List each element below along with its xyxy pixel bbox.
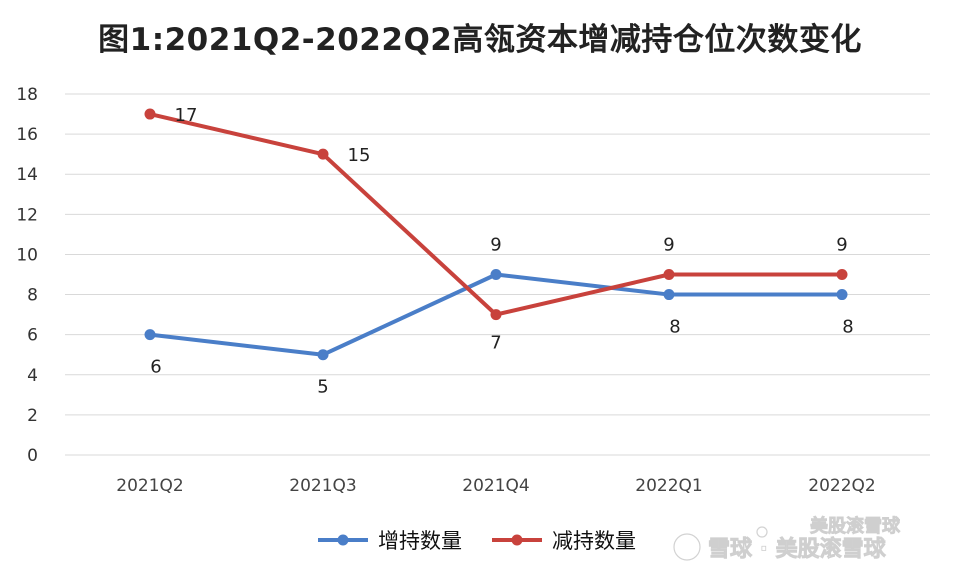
x-tick-label: 2022Q1 <box>635 476 702 496</box>
legend-item: 减持数量 <box>492 529 636 553</box>
data-label: 9 <box>836 235 847 256</box>
data-point <box>144 108 156 120</box>
watermark-text-top: 美股滚雪球 <box>810 515 901 537</box>
data-label: 17 <box>175 105 198 126</box>
legend-label: 减持数量 <box>552 529 636 553</box>
x-tick-label: 2022Q2 <box>808 476 875 496</box>
y-axis-ticks: 0 2 4 6 8 10 12 14 16 18 <box>16 85 38 466</box>
data-label: 7 <box>490 333 501 354</box>
y-tick-label: 12 <box>16 205 38 225</box>
data-point <box>317 349 329 361</box>
data-point <box>317 148 329 160</box>
gridlines <box>65 93 930 456</box>
x-tick-label: 2021Q3 <box>289 476 356 496</box>
snowball-logo-icon <box>673 533 701 561</box>
chat-bubble-icon <box>756 526 768 538</box>
data-label: 15 <box>348 145 371 166</box>
legend-item: 增持数量 <box>318 529 462 553</box>
y-tick-label: 10 <box>16 245 38 265</box>
data-label: 6 <box>150 357 161 378</box>
data-label: 8 <box>669 317 680 338</box>
y-tick-label: 16 <box>16 125 38 145</box>
y-tick-label: 0 <box>27 446 38 466</box>
y-tick-label: 4 <box>27 366 38 386</box>
legend-swatch-marker <box>511 534 523 546</box>
series-group <box>144 108 848 361</box>
data-point <box>663 289 675 301</box>
y-tick-label: 6 <box>27 326 38 346</box>
y-tick-label: 8 <box>27 286 38 306</box>
x-tick-label: 2021Q2 <box>116 476 183 496</box>
chart-title: 图1:2021Q2-2022Q2高瓴资本增减持仓位次数变化 <box>98 22 862 58</box>
data-point <box>490 269 502 280</box>
x-axis-ticks: 2021Q2 2021Q3 2021Q4 2022Q1 2022Q2 <box>116 476 875 496</box>
data-label: 8 <box>842 317 853 338</box>
data-label: 5 <box>317 377 328 398</box>
data-label: 9 <box>490 235 501 256</box>
data-label: 9 <box>663 235 674 256</box>
x-tick-label: 2021Q4 <box>462 476 529 496</box>
data-point <box>836 289 848 301</box>
legend-swatch-marker <box>337 534 349 546</box>
legend-label: 增持数量 <box>378 529 462 553</box>
y-tick-label: 14 <box>16 165 38 185</box>
data-point <box>663 269 675 280</box>
data-point <box>490 309 502 321</box>
data-labels: 6 5 9 8 8 17 15 7 9 9 <box>150 105 853 398</box>
legend: 增持数量 减持数量 <box>318 529 636 553</box>
y-tick-label: 2 <box>27 406 38 426</box>
watermark-text: 雪球 · 美股滚雪球 <box>708 536 887 562</box>
data-point <box>836 269 848 280</box>
y-tick-label: 18 <box>16 85 38 105</box>
data-point <box>144 329 156 341</box>
